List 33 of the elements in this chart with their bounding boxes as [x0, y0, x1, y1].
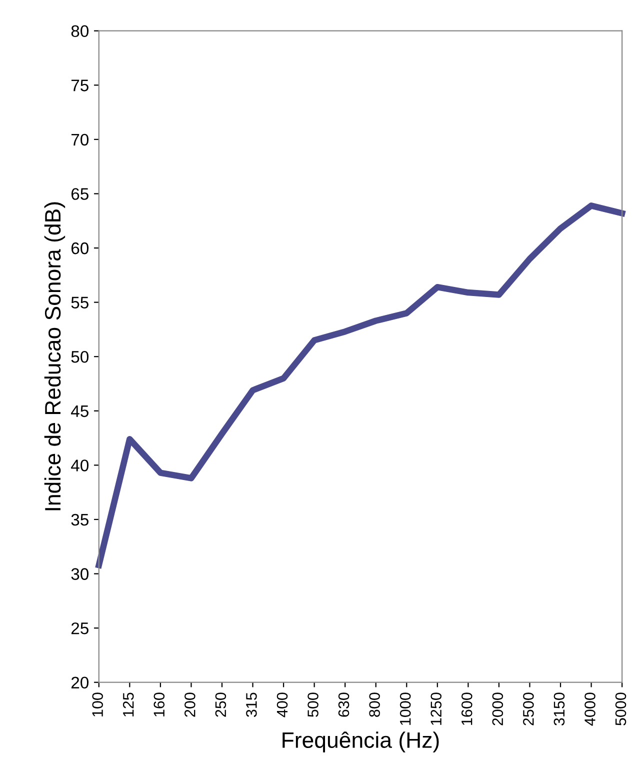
x-tick-label: 3150: [554, 692, 565, 726]
x-tick-label: 800: [369, 692, 380, 717]
y-tick-label: 25: [71, 622, 88, 634]
x-tick-label: 100: [92, 692, 103, 716]
x-tick-label: 1600: [461, 692, 472, 725]
y-tick-label: 75: [71, 80, 88, 92]
y-tick-label: 30: [71, 568, 89, 580]
x-tick-label: 250: [215, 692, 226, 717]
y-tick-label: 35: [71, 514, 88, 526]
y-tick-label: 20: [71, 676, 89, 689]
x-tick-label: 315: [246, 692, 257, 717]
y-tick-label: 55: [71, 296, 88, 308]
x-tick-label: 2000: [492, 692, 504, 726]
x-tick-label: 2500: [523, 692, 534, 726]
x-tick-label: 200: [184, 692, 196, 717]
x-tick-label: 125: [122, 692, 134, 716]
y-tick-label: 80: [71, 25, 89, 38]
y-tick-label: 60: [71, 242, 89, 254]
x-tick-label: 5000: [615, 692, 626, 726]
y-tick-label: 45: [71, 405, 88, 418]
x-tick-label: 1000: [400, 692, 411, 725]
x-tick-label: 4000: [584, 692, 596, 726]
x-axis-title: Frequência (Hz): [282, 732, 439, 752]
x-tick-label: 1250: [430, 692, 442, 725]
y-tick-label: 40: [71, 460, 89, 472]
x-tick-label: 630: [338, 692, 350, 717]
x-tick-label: 500: [308, 692, 318, 717]
x-tick-label: 400: [276, 692, 288, 718]
y-tick-label: 50: [71, 350, 89, 363]
y-axis-title: Indice de Reducao Sonora (dB): [44, 202, 66, 510]
y-tick-label: 65: [71, 188, 88, 200]
x-tick-label: 160: [154, 692, 165, 716]
y-tick-label: 70: [71, 134, 89, 146]
